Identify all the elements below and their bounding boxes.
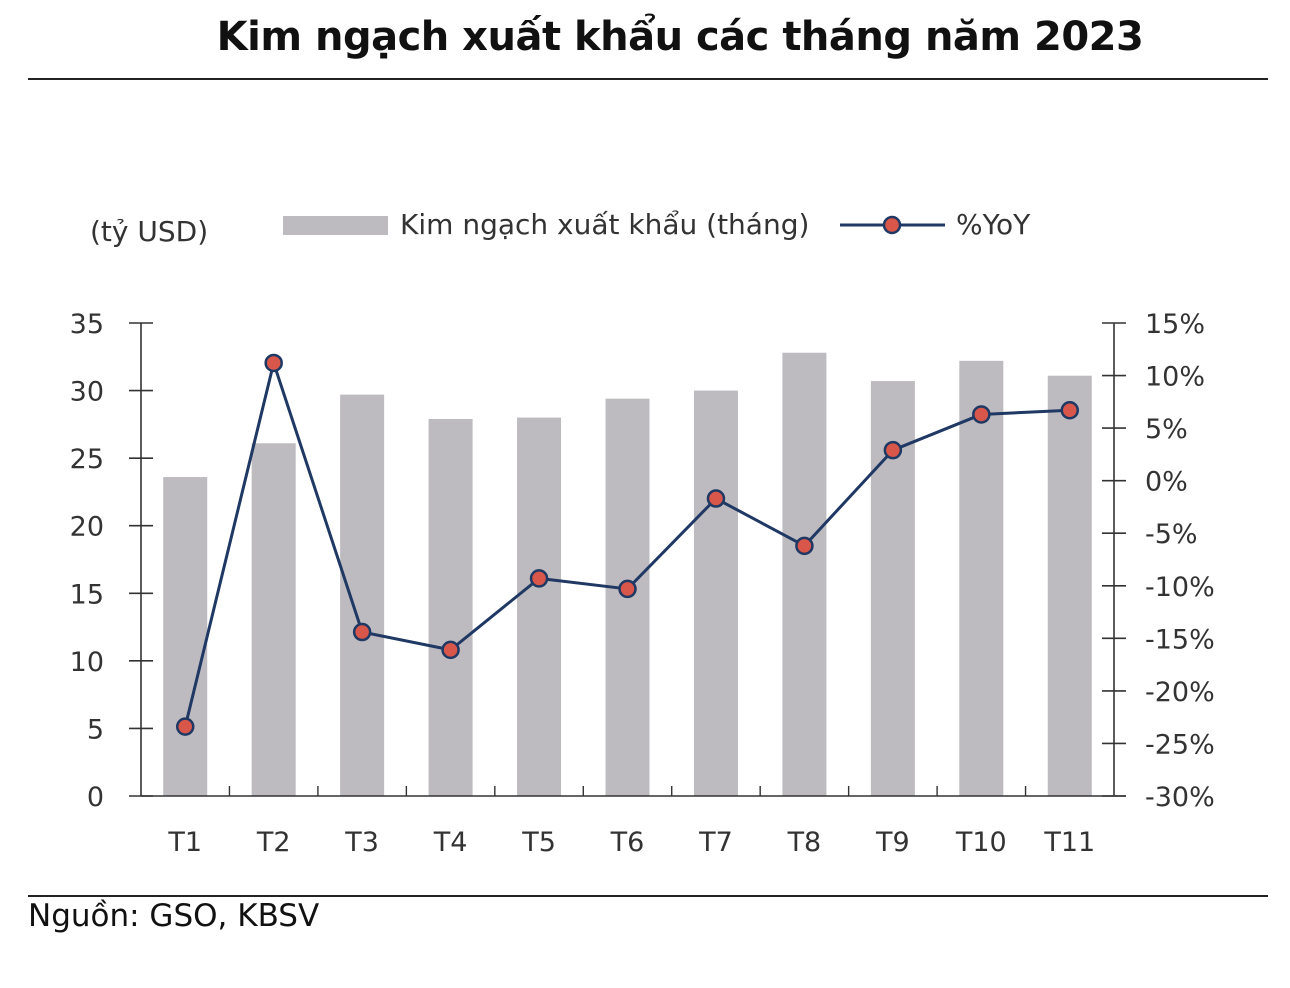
legend-bar-label: Kim ngạch xuất khẩu (tháng): [400, 208, 809, 241]
x-tick-label-T4: T4: [433, 827, 468, 858]
legend-line-label: %YoY: [956, 208, 1031, 241]
right-tick-label: -15%: [1145, 624, 1215, 655]
x-tick-label-T6: T6: [610, 827, 645, 858]
source-note: Nguồn: GSO, KBSV: [28, 898, 320, 934]
right-tick-label: -20%: [1145, 677, 1215, 708]
left-tick-label: 35: [70, 309, 104, 340]
bar-T8: [782, 352, 827, 796]
top-divider: [28, 78, 1268, 80]
bar-T5: [517, 417, 562, 796]
right-tick-label: 10%: [1145, 362, 1205, 393]
bar-T4: [428, 418, 473, 796]
yoy-point-T2: [264, 353, 283, 373]
yoy-point-T1: [175, 717, 195, 736]
left-tick-label: 5: [87, 714, 104, 745]
yoy-line-series: [175, 353, 1080, 736]
x-tick-label-T5: T5: [521, 827, 556, 858]
right-tick-label: -5%: [1145, 519, 1198, 550]
yoy-point-T11: [1060, 400, 1080, 420]
legend: (tỷ USD) Kim ngạch xuất khẩu (tháng) %Yo…: [90, 208, 1031, 248]
left-tick-label: 20: [70, 512, 104, 543]
legend-bar-swatch: [283, 216, 388, 235]
bar-T11: [1047, 375, 1092, 796]
yoy-point-T10: [972, 405, 991, 424]
chart-title: Kim ngạch xuất khẩu các tháng năm 2023: [216, 14, 1144, 60]
right-tick-label: 15%: [1145, 309, 1205, 340]
right-tick-label: -25%: [1145, 729, 1215, 760]
left-tick-label: 10: [70, 647, 104, 678]
yoy-point-T9: [883, 440, 903, 460]
bar-T10: [959, 360, 1004, 796]
axes: 0 5 10 15 20 25 30 35 -30% -25% -20% -15% -10% -5% 0% 5…: [70, 309, 1215, 858]
left-tick-label: 15: [70, 579, 104, 610]
yoy-point-T6: [618, 579, 637, 599]
bar-series: [163, 352, 1092, 796]
x-tick-label-T10: T10: [955, 827, 1007, 858]
x-tick-label-T2: T2: [256, 827, 291, 858]
y-unit-label: (tỷ USD): [90, 215, 208, 248]
right-tick-label: 0%: [1145, 467, 1188, 498]
x-tick-label-T3: T3: [344, 827, 379, 858]
legend-line-marker: [882, 215, 902, 235]
bar-T2: [251, 443, 296, 796]
bottom-divider: [28, 895, 1268, 897]
yoy-point-T4: [441, 640, 460, 660]
bar-T7: [693, 390, 738, 796]
x-tick-label-T11: T11: [1043, 827, 1095, 858]
bar-T3: [340, 394, 385, 796]
x-tick-label-T1: T1: [167, 827, 202, 858]
yoy-point-T8: [795, 536, 814, 556]
x-tick-label-T9: T9: [875, 827, 910, 858]
x-tick-label-T8: T8: [787, 827, 822, 858]
left-tick-label: 30: [70, 377, 104, 408]
right-tick-label: -10%: [1145, 572, 1215, 603]
right-tick-label: 5%: [1145, 414, 1188, 445]
yoy-point-T7: [706, 489, 726, 508]
right-tick-label: -30%: [1145, 782, 1215, 813]
x-tick-label-T7: T7: [698, 827, 733, 858]
yoy-point-T3: [352, 622, 372, 642]
yoy-point-T5: [529, 569, 549, 588]
bar-T1: [163, 477, 208, 796]
left-tick-label: 25: [70, 444, 104, 475]
left-tick-label: 0: [87, 782, 104, 813]
